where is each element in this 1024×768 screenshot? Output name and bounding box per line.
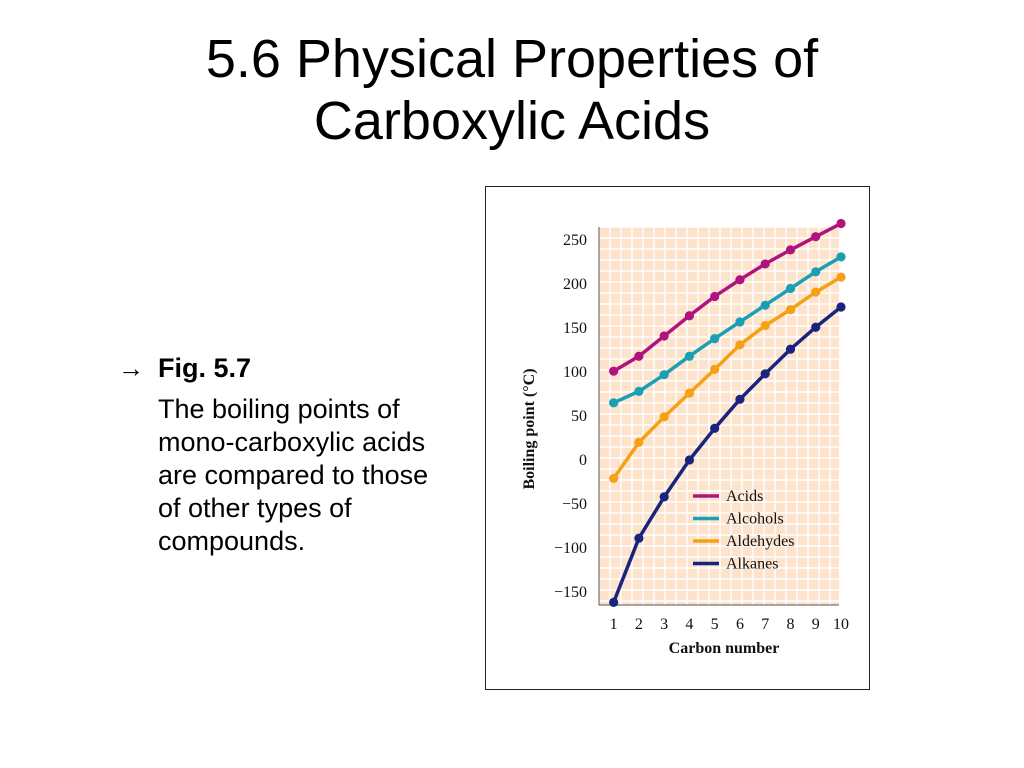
figure-caption-text: The boiling points of mono-carboxylic ac… xyxy=(158,394,429,556)
series-line-aldehydes xyxy=(612,275,842,480)
y-axis-title: Boiling point (°C) xyxy=(521,368,538,489)
legend-label-alkanes: Alkanes xyxy=(726,556,778,573)
slide-title-line-1: 5.6 Physical Properties of xyxy=(205,29,819,89)
data-point-alkanes xyxy=(634,533,644,543)
boiling-point-chart: 250 200 150 100 50 0 −50 −100 −150 1 2 3 4 5 6 7 8 9 10 A… xyxy=(521,218,849,657)
x-axis-title: Carbon number xyxy=(669,640,780,657)
data-point-acids xyxy=(634,351,644,361)
data-point-acids xyxy=(811,232,821,242)
slide-title-line-2: Carboxylic Acids xyxy=(313,91,711,151)
data-point-alkanes xyxy=(760,369,770,379)
data-point-alcohols xyxy=(735,317,745,327)
x-tick-label: 5 xyxy=(711,616,719,633)
x-tick-label: 8 xyxy=(786,616,794,633)
x-tick-label: 4 xyxy=(685,616,693,633)
y-tick-label: 150 xyxy=(563,320,587,337)
data-point-alcohols xyxy=(836,252,846,262)
data-point-aldehydes xyxy=(785,305,796,315)
data-point-alcohols xyxy=(609,398,619,408)
series-line-alkanes xyxy=(611,305,843,604)
data-point-aldehydes xyxy=(811,287,821,297)
x-tick-label: 10 xyxy=(833,616,849,633)
y-tick-label: 200 xyxy=(563,276,587,293)
figure-frame: 250 200 150 100 50 0 −50 −100 −150 1 2 3 4 5 6 7 8 9 10 A… xyxy=(485,186,870,690)
data-point-alkanes xyxy=(836,302,846,312)
figure-label: Fig. 5.7 xyxy=(158,353,252,383)
y-tick-label: −150 xyxy=(554,584,587,601)
data-point-aldehydes xyxy=(609,473,619,484)
data-point-acids xyxy=(836,218,846,229)
data-point-aldehydes xyxy=(735,340,745,350)
slide-title: 5.6 Physical Properties of Carboxylic Ac… xyxy=(0,28,1024,152)
data-point-alkanes xyxy=(684,455,695,465)
data-point-acids xyxy=(659,331,669,341)
data-point-alcohols xyxy=(634,386,644,396)
data-point-aldehydes xyxy=(760,320,770,331)
data-point-aldehydes xyxy=(634,437,644,447)
x-tick-label: 2 xyxy=(635,616,643,633)
data-point-acids xyxy=(684,311,695,321)
legend-label-aldehydes: Aldehydes xyxy=(726,533,794,550)
data-point-alkanes xyxy=(710,423,720,433)
data-point-alkanes xyxy=(735,394,745,404)
data-point-alcohols xyxy=(684,351,695,361)
x-tick-label: 6 xyxy=(736,616,744,633)
y-tick-label: 250 xyxy=(563,232,587,249)
series-line-alcohols xyxy=(612,255,842,405)
arrow-bullet-icon: → xyxy=(118,353,144,383)
x-tick-label: 9 xyxy=(812,616,820,633)
x-tick-label: 3 xyxy=(660,616,668,633)
data-point-aldehydes xyxy=(836,272,846,282)
figure-caption-bullet: → Fig. 5.7 The boiling points of mono-ca… xyxy=(118,352,438,558)
data-point-acids xyxy=(609,366,619,376)
y-tick-label: 50 xyxy=(571,408,587,425)
data-point-aldehydes xyxy=(659,412,669,422)
data-point-alkanes xyxy=(609,597,619,607)
data-point-acids xyxy=(785,245,796,255)
data-point-aldehydes xyxy=(710,364,720,375)
data-point-aldehydes xyxy=(684,388,695,398)
data-point-alcohols xyxy=(760,300,770,310)
data-point-alcohols xyxy=(811,267,821,277)
data-point-alkanes xyxy=(659,492,669,502)
y-tick-label: −50 xyxy=(562,496,587,513)
y-tick-label: −100 xyxy=(554,540,587,557)
data-point-alcohols xyxy=(785,283,796,294)
series-line-acids xyxy=(612,221,842,373)
data-point-acids xyxy=(735,275,745,285)
data-point-acids xyxy=(760,259,770,269)
data-point-alcohols xyxy=(710,334,720,344)
legend-label-alcohols: Alcohols xyxy=(726,511,784,528)
legend-label-acids: Acids xyxy=(726,488,763,505)
data-point-acids xyxy=(710,291,720,302)
x-tick-label: 1 xyxy=(610,616,618,633)
data-point-alkanes xyxy=(811,322,821,332)
data-point-alkanes xyxy=(785,344,796,354)
y-tick-label: 0 xyxy=(579,452,587,469)
x-tick-label: 7 xyxy=(761,616,769,633)
data-point-alcohols xyxy=(659,370,669,380)
y-tick-label: 100 xyxy=(563,364,587,381)
